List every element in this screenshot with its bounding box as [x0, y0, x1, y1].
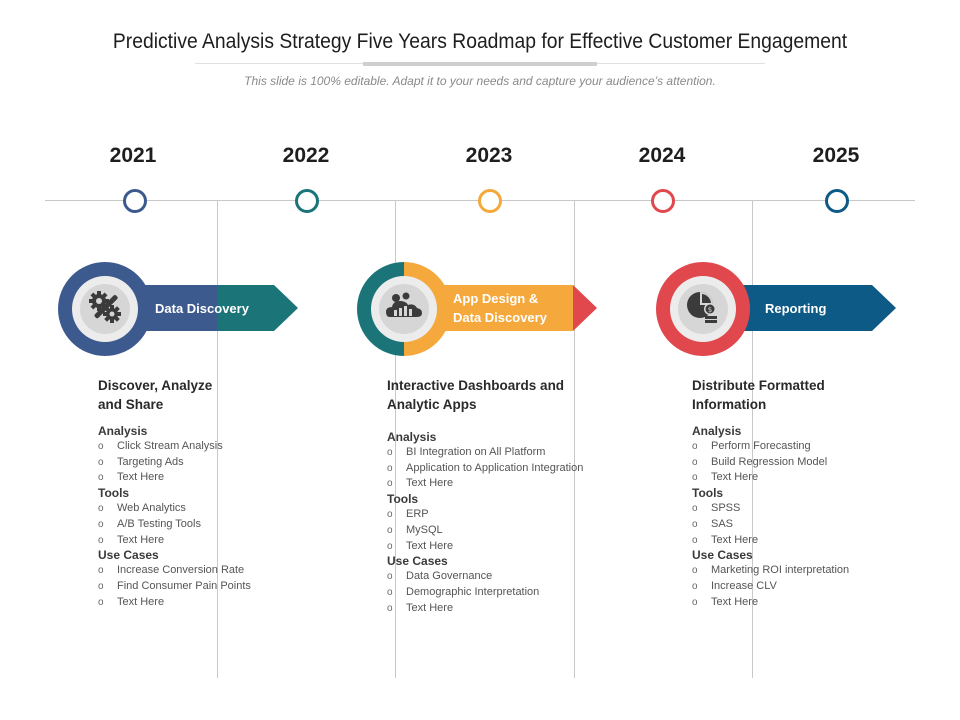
phase-banner-label: Data Discovery [155, 300, 249, 316]
list-item: o Text Here [98, 471, 165, 484]
section-title: Use Cases [692, 548, 753, 563]
list-item: o Perform Forecasting [692, 440, 811, 452]
phase-details-1: Discover, Analyze and Share Analysis o Cl… [98, 376, 268, 610]
list-item: o MySQL [387, 523, 443, 536]
year-label-2022: 2022 [282, 144, 330, 167]
pie-chart-money-icon: $ [683, 287, 723, 332]
section-title: Tools [387, 492, 419, 507]
list-item: o Data Governance [387, 570, 493, 583]
list-item: o Text Here [692, 471, 759, 484]
phase-icon-circle [58, 262, 152, 356]
section-title: Tools [692, 486, 724, 501]
list-item: o Increase Conversion Rate [98, 564, 245, 577]
list-item: o Text Here [387, 539, 454, 552]
list-item: o Click Stream Analysis [98, 440, 223, 452]
cloud-analytics-icon [384, 287, 424, 332]
list-item: o Build Regression Model [692, 455, 828, 468]
year-label-2024: 2024 [638, 144, 686, 167]
list-item: o Text Here [98, 533, 165, 546]
list-item: o Find Consumer Pain Points [98, 579, 251, 592]
list-item: o Demographic Interpretation [387, 585, 540, 598]
list-item: o Targeting Ads [98, 455, 184, 468]
milestone-dot-2022 [295, 189, 319, 213]
gears-wrench-icon [85, 287, 125, 332]
milestone-dot-2025 [825, 189, 849, 213]
section-title: Use Cases [387, 554, 448, 569]
list-item: o Text Here [98, 595, 165, 608]
section-title: Analysis [387, 430, 437, 444]
section-title: Analysis [98, 424, 148, 438]
phase-icon-circle [357, 262, 451, 356]
section-title: Analysis [692, 424, 742, 438]
list-item: o Text Here [692, 595, 759, 608]
phase-icon-circle: $ [656, 262, 750, 356]
list-item: o Text Here [387, 601, 454, 614]
slide-title: Predictive Analysis Strategy Five Years … [112, 30, 848, 53]
phase-heading: Discover, Analyze and Share [98, 378, 213, 412]
svg-text:$: $ [708, 306, 712, 314]
list-item: o Increase CLV [692, 579, 777, 592]
section-title: Use Cases [98, 548, 159, 563]
list-item: o ERP [387, 508, 429, 521]
phase-details-3: Distribute Formatted Information Analysi… [692, 376, 872, 610]
list-item: o BI Integration on All Platform [387, 446, 546, 458]
phase-banner-label: Reporting [765, 300, 827, 316]
list-item: o SAS [692, 517, 734, 530]
year-label-2025: 2025 [812, 144, 860, 167]
list-item: o SPSS [692, 502, 741, 515]
list-item: o Web Analytics [98, 502, 186, 515]
milestone-dot-2024 [651, 189, 675, 213]
phase-heading: Interactive Dashboards and Analytic Apps [387, 378, 565, 412]
phase-heading: Distribute Formatted Information [692, 378, 825, 412]
title-divider-accent [363, 62, 597, 66]
milestone-dot-2023 [478, 189, 502, 213]
year-label-2021: 2021 [109, 144, 157, 167]
timeline-divider [395, 200, 396, 678]
timeline-divider [217, 200, 218, 678]
list-item: o Application to Application Integration [387, 461, 584, 474]
milestone-dot-2021 [123, 189, 147, 213]
slide-subtitle: This slide is 100% editable. Adapt it to… [244, 74, 716, 88]
list-item: o Text Here [692, 533, 759, 546]
year-label-2023: 2023 [465, 144, 513, 167]
list-item: o Text Here [387, 477, 454, 490]
list-item: o A/B Testing Tools [98, 517, 201, 530]
list-item: o Marketing ROI interpretation [692, 564, 850, 577]
timeline-divider [752, 200, 753, 678]
phase-details-2: Interactive Dashboards and Analytic Apps… [387, 376, 587, 616]
timeline-divider [574, 200, 575, 678]
section-title: Tools [98, 486, 130, 501]
phase-banner-label: Data Discovery [453, 310, 547, 325]
phase-banner-label: App Design & [453, 291, 539, 306]
